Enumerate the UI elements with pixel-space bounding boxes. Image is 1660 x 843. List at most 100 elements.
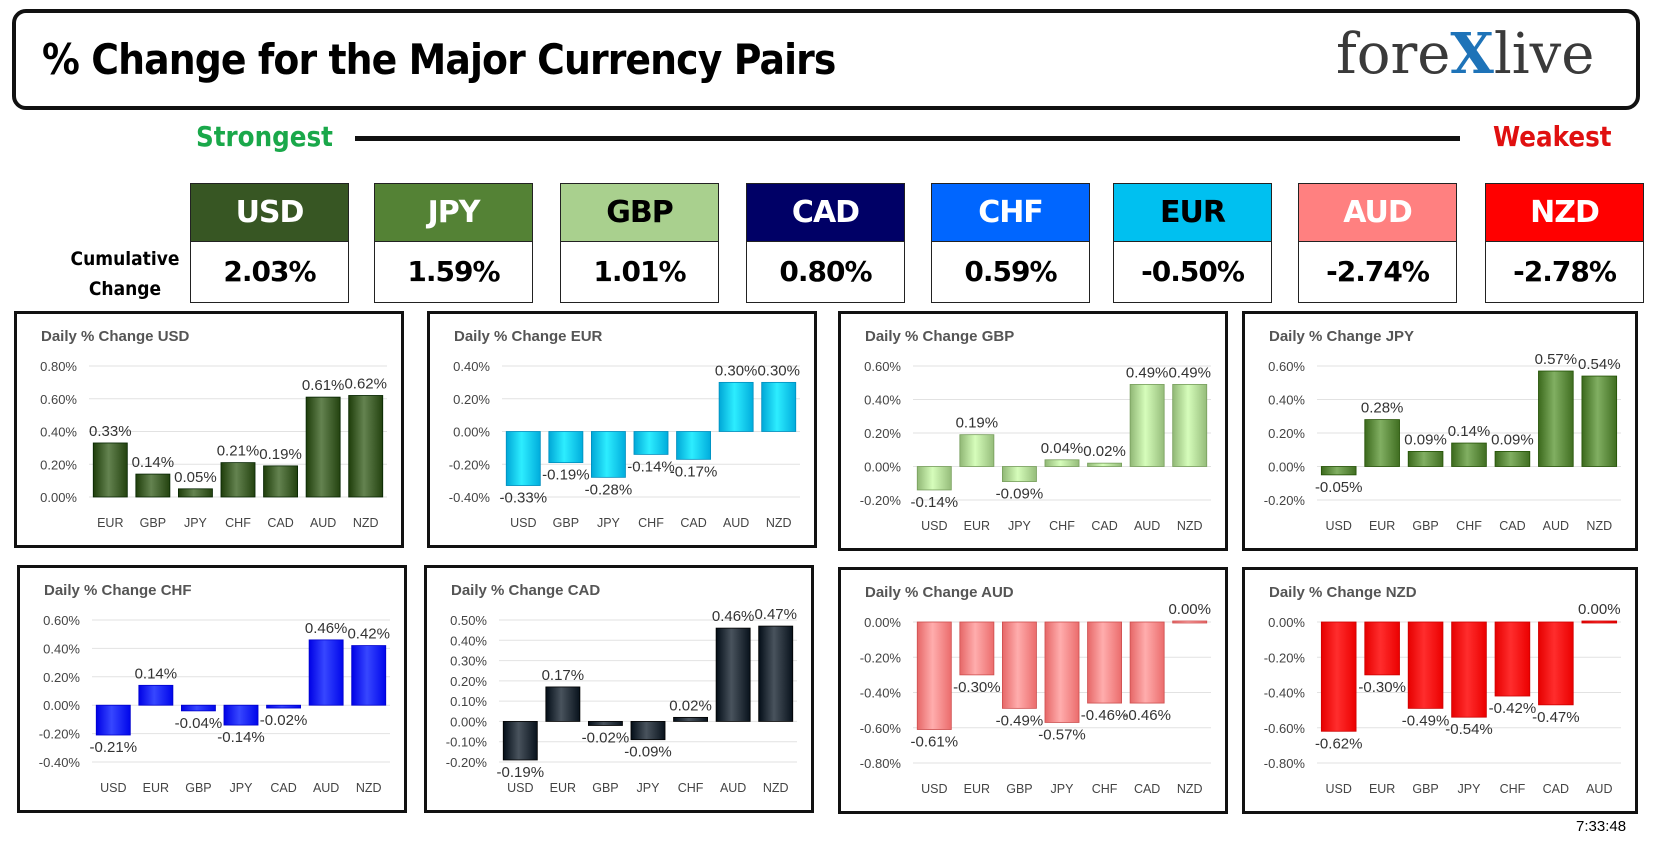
currency-box-chf: CHF 0.59% bbox=[931, 183, 1090, 303]
category-label: EUR bbox=[97, 516, 123, 530]
category-label: JPY bbox=[230, 781, 254, 795]
category-label: USD bbox=[921, 519, 947, 533]
y-tick-label: -0.20% bbox=[1264, 650, 1306, 665]
y-tick-label: -0.80% bbox=[860, 756, 902, 771]
y-tick-label: -0.60% bbox=[860, 721, 902, 736]
chart-title: Daily % Change EUR bbox=[454, 328, 603, 345]
bar bbox=[263, 465, 299, 498]
category-label: GBP bbox=[553, 516, 579, 530]
category-label: NZD bbox=[1177, 782, 1203, 796]
category-label: AUD bbox=[313, 781, 339, 795]
strongest-label: Strongest bbox=[196, 120, 333, 153]
category-label: USD bbox=[100, 781, 126, 795]
currency-cumulative-value: 0.80% bbox=[747, 242, 904, 302]
bar bbox=[1172, 620, 1208, 624]
y-tick-label: -0.40% bbox=[1264, 686, 1306, 701]
y-tick-label: 0.20% bbox=[43, 670, 80, 685]
y-tick-label: 0.60% bbox=[864, 359, 901, 374]
y-tick-label: 0.60% bbox=[40, 392, 77, 407]
bar bbox=[590, 431, 626, 478]
y-tick-label: -0.40% bbox=[449, 490, 491, 505]
y-tick-label: -0.40% bbox=[39, 755, 81, 770]
bar bbox=[1538, 370, 1574, 467]
category-label: NZD bbox=[356, 781, 382, 795]
bar bbox=[351, 645, 387, 706]
category-label: JPY bbox=[1458, 782, 1482, 796]
y-tick-label: -0.40% bbox=[860, 686, 902, 701]
y-tick-label: 0.40% bbox=[40, 425, 77, 440]
category-label: CAD bbox=[680, 516, 706, 530]
bar bbox=[308, 639, 344, 706]
y-tick-label: 0.80% bbox=[40, 359, 77, 374]
category-label: CHF bbox=[1049, 519, 1075, 533]
category-label: CHF bbox=[225, 516, 251, 530]
category-label: AUD bbox=[310, 516, 336, 530]
currency-cumulative-value: -2.74% bbox=[1299, 242, 1456, 302]
bar bbox=[502, 721, 538, 761]
data-label: 0.62% bbox=[344, 375, 387, 392]
y-tick-label: -0.20% bbox=[449, 457, 491, 472]
data-label: 0.09% bbox=[1491, 431, 1534, 448]
data-label: -0.42% bbox=[1489, 700, 1537, 717]
y-tick-label: 0.20% bbox=[1268, 426, 1305, 441]
category-label: AUD bbox=[720, 781, 746, 795]
y-tick-label: 0.60% bbox=[43, 613, 80, 628]
currency-box-aud: AUD -2.74% bbox=[1298, 183, 1457, 303]
logo-text-left: fore bbox=[1336, 22, 1451, 87]
category-label: EUR bbox=[964, 782, 990, 796]
bar bbox=[1407, 621, 1444, 709]
page-title: % Change for the Major Currency Pairs bbox=[42, 35, 836, 84]
bar bbox=[95, 704, 131, 736]
data-label: 0.49% bbox=[1126, 364, 1169, 381]
bar bbox=[348, 395, 384, 498]
data-label: -0.19% bbox=[542, 467, 590, 484]
category-label: USD bbox=[510, 516, 536, 530]
currency-cumulative-value: 1.59% bbox=[375, 242, 532, 302]
category-label: NZD bbox=[763, 781, 789, 795]
bar bbox=[959, 621, 995, 676]
header-box: % Change for the Major Currency Pairs fo… bbox=[12, 9, 1640, 110]
y-tick-label: 0.00% bbox=[40, 490, 77, 505]
chart-title: Daily % Change GBP bbox=[865, 328, 1014, 345]
data-label: -0.33% bbox=[500, 490, 548, 507]
data-label: -0.30% bbox=[1358, 679, 1406, 696]
bar bbox=[138, 684, 174, 706]
bar bbox=[1129, 621, 1165, 704]
data-label: 0.02% bbox=[669, 697, 712, 714]
bar bbox=[548, 431, 584, 464]
data-label: -0.49% bbox=[996, 712, 1044, 729]
bar bbox=[718, 381, 754, 432]
currency-box-nzd: NZD -2.78% bbox=[1485, 183, 1644, 303]
y-tick-label: 0.00% bbox=[864, 460, 901, 475]
y-tick-label: -0.60% bbox=[1264, 721, 1306, 736]
bar-chart: Daily % Change AUD -0.80% -0.60% -0.40% -0.2… bbox=[860, 584, 1211, 796]
category-label: EUR bbox=[143, 781, 169, 795]
bar bbox=[305, 396, 341, 498]
y-tick-label: 0.00% bbox=[453, 425, 490, 440]
data-label: 0.14% bbox=[135, 665, 178, 682]
category-label: USD bbox=[921, 782, 947, 796]
bar bbox=[1451, 442, 1487, 467]
currency-cumulative-value: 2.03% bbox=[191, 242, 348, 302]
currency-name: CAD bbox=[747, 184, 904, 242]
y-tick-label: -0.20% bbox=[860, 493, 902, 508]
data-label: -0.14% bbox=[217, 729, 265, 746]
bar bbox=[223, 704, 259, 726]
bar bbox=[177, 488, 213, 498]
bar-chart: Daily % Change USD 0.00% 0.20% 0.40% 0.60% 0.… bbox=[40, 328, 387, 530]
category-label: NZD bbox=[1177, 519, 1203, 533]
category-label: NZD bbox=[353, 516, 379, 530]
y-tick-label: 0.60% bbox=[1268, 359, 1305, 374]
bar bbox=[761, 381, 797, 432]
category-label: NZD bbox=[1586, 519, 1612, 533]
chart-panel: Daily % Change USD 0.00% 0.20% 0.40% 0.60% 0.… bbox=[14, 311, 404, 548]
currency-box-usd: USD 2.03% bbox=[190, 183, 349, 303]
category-label: NZD bbox=[766, 516, 792, 530]
currency-cumulative-value: -2.78% bbox=[1486, 242, 1643, 302]
data-label: 0.42% bbox=[347, 626, 390, 643]
bar bbox=[1087, 462, 1123, 467]
data-label: 0.49% bbox=[1168, 364, 1211, 381]
y-tick-label: 0.00% bbox=[43, 698, 80, 713]
bar bbox=[92, 442, 128, 498]
category-label: CHF bbox=[678, 781, 704, 795]
